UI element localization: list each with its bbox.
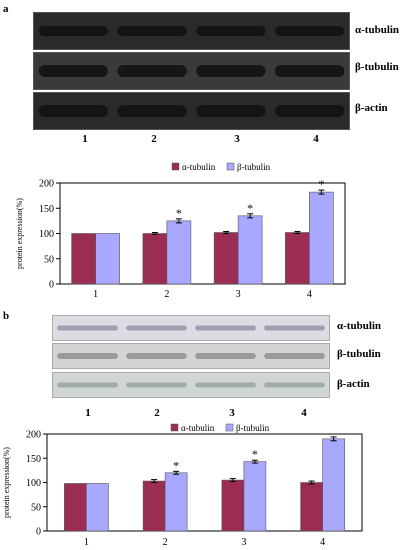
legend-swatch: [170, 423, 179, 432]
blot-a-label-alpha: α-tubulin: [355, 24, 400, 36]
blot-band: [126, 353, 187, 359]
blot-b-label-actin: β-actin: [337, 378, 370, 390]
blot-a-beta-actin: [33, 92, 350, 130]
blot-band: [264, 353, 325, 359]
blot-band: [38, 26, 109, 36]
blot-band: [196, 65, 266, 77]
bar-alpha-tubulin: [221, 479, 245, 532]
blot-band: [196, 26, 266, 36]
y-tick-label: 200: [26, 430, 41, 441]
blot-b-label-alpha: α-tubulin: [337, 320, 382, 332]
blot-a-alpha-tubulin: [33, 12, 350, 50]
blot-band: [195, 353, 256, 359]
bar-beta-tubulin: [95, 233, 120, 285]
lane-a-1: 1: [82, 133, 88, 145]
lane-b-3: 3: [229, 407, 235, 419]
x-tick-label: 1: [84, 537, 89, 548]
bar-beta-tubulin: [166, 220, 192, 285]
y-tick-label: 50: [44, 254, 54, 265]
blot-a-label-beta: β-tubulin: [355, 61, 399, 73]
legend-label: β-tubulin: [236, 423, 270, 433]
blot-b-beta-actin: [52, 372, 330, 398]
blot-a-beta-tubulin: [33, 52, 350, 90]
lane-b-4: 4: [301, 407, 307, 419]
blot-band: [274, 105, 345, 117]
significance-marker: *: [247, 201, 253, 215]
blot-band: [196, 105, 266, 117]
legend-label: α-tubulin: [181, 423, 215, 433]
panel-a-label: a: [3, 3, 9, 15]
x-tick-label: 3: [241, 537, 246, 548]
bar-beta-tubulin: [309, 191, 334, 285]
bar-beta-tubulin: [243, 461, 267, 532]
legend-swatch: [226, 162, 235, 171]
bar-beta-tubulin: [322, 438, 345, 532]
blot-band: [264, 382, 325, 388]
significance-marker: *: [176, 206, 182, 220]
lane-a-4: 4: [313, 133, 319, 145]
bar-alpha-tubulin: [64, 483, 87, 532]
legend-swatch: [225, 423, 234, 432]
significance-marker: *: [173, 458, 179, 472]
y-tick-label: 150: [39, 204, 54, 215]
y-tick-label: 0: [49, 280, 54, 291]
blot-band: [57, 382, 118, 388]
y-axis-label: protein expression(%): [15, 198, 24, 269]
bar-beta-tubulin: [86, 483, 109, 532]
panel-b-label: b: [3, 310, 10, 322]
blot-band: [117, 26, 187, 36]
significance-marker: *: [252, 447, 258, 461]
blot-band: [38, 65, 109, 77]
lane-a-2: 2: [151, 133, 157, 145]
x-tick-label: 4: [320, 537, 325, 548]
blot-band: [126, 382, 187, 388]
bar-alpha-tubulin: [71, 233, 96, 285]
y-tick-label: 150: [26, 454, 41, 465]
bar-chart-a: 0 50 100 150 200 protein expression(%) 1 * 2 * 3 * 4…: [15, 162, 346, 300]
y-tick-label: 50: [31, 502, 41, 513]
y-tick-label: 200: [39, 179, 54, 190]
bar-alpha-tubulin: [285, 232, 310, 285]
bar-alpha-tubulin: [213, 232, 239, 285]
legend-swatch: [171, 162, 180, 171]
blot-band: [126, 325, 187, 331]
y-axis-label: protein expression(%): [2, 447, 11, 518]
bar-beta-tubulin: [237, 215, 263, 285]
lane-b-2: 2: [154, 407, 160, 419]
bar-chart-b: 0 50 100 150 200 protein expression(%) 1 * 2 * 3 4 α…: [2, 423, 363, 548]
blot-band: [195, 382, 256, 388]
x-tick-label: 2: [163, 537, 168, 548]
bar-beta-tubulin: [164, 472, 188, 532]
blot-band: [264, 325, 325, 331]
bar-alpha-tubulin: [142, 480, 166, 532]
blot-a-label-actin: β-actin: [355, 102, 388, 114]
blot-band: [274, 26, 345, 36]
bar-alpha-tubulin: [142, 233, 168, 285]
y-tick-label: 100: [26, 478, 41, 489]
blot-band: [38, 105, 109, 117]
blot-b-label-beta: β-tubulin: [337, 348, 381, 360]
x-tick-label: 4: [307, 289, 312, 300]
blot-band: [57, 353, 118, 359]
blot-band: [57, 325, 118, 331]
blot-b-beta-tubulin: [52, 343, 330, 369]
legend-label: α-tubulin: [182, 162, 216, 172]
significance-marker: *: [318, 177, 324, 191]
blot-band: [117, 105, 187, 117]
blot-band: [195, 325, 256, 331]
blot-band: [117, 65, 187, 77]
legend-label: β-tubulin: [237, 162, 271, 172]
blot-band: [274, 65, 345, 77]
lane-a-3: 3: [234, 133, 240, 145]
blot-b-alpha-tubulin: [52, 315, 330, 341]
x-tick-label: 3: [236, 289, 241, 300]
y-tick-label: 0: [36, 527, 41, 538]
lane-b-1: 1: [85, 407, 91, 419]
y-tick-label: 100: [39, 229, 54, 240]
bar-alpha-tubulin: [300, 482, 323, 532]
x-tick-label: 2: [164, 289, 169, 300]
x-tick-label: 1: [93, 289, 98, 300]
